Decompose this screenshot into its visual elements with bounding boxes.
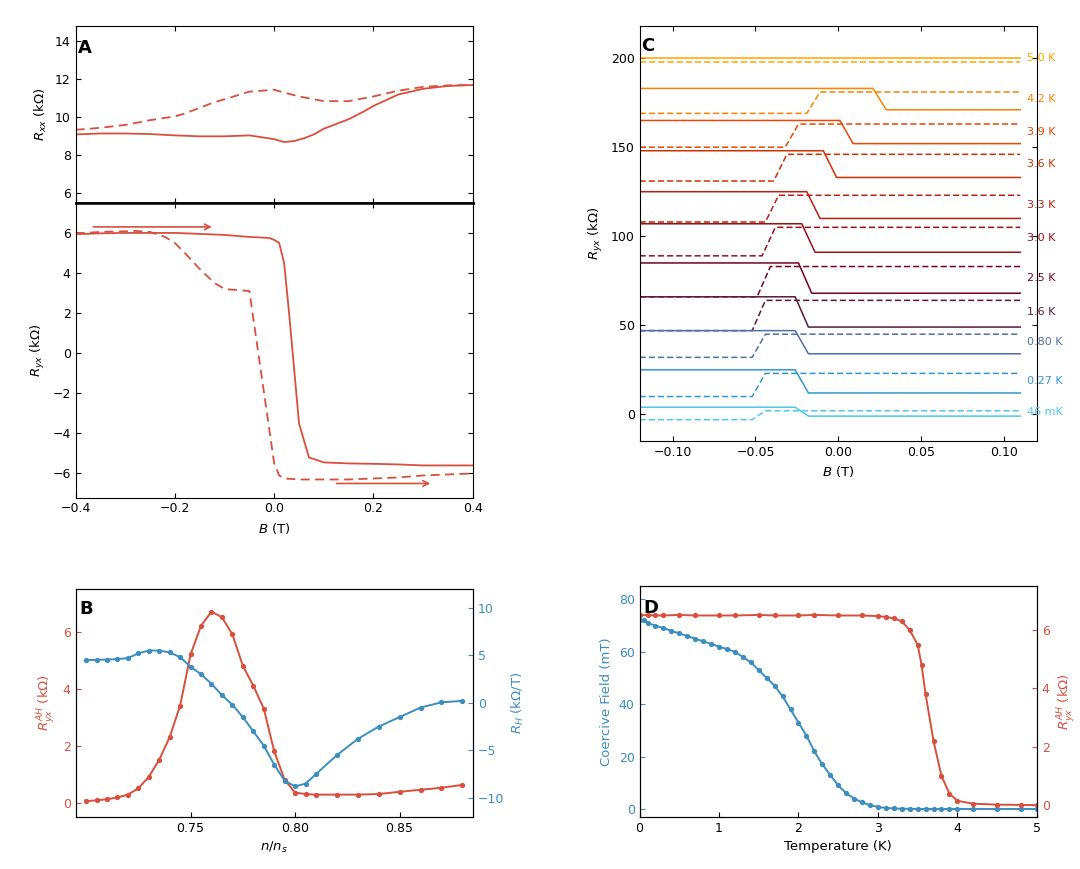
Text: D: D — [644, 600, 659, 617]
Text: 3.0 K: 3.0 K — [1027, 233, 1055, 243]
X-axis label: $B$ (T): $B$ (T) — [822, 464, 854, 480]
Text: 46 mK: 46 mK — [1027, 407, 1063, 416]
Y-axis label: $R_{yx}^{AH}$ (k$\Omega$): $R_{yx}^{AH}$ (k$\Omega$) — [1055, 673, 1077, 730]
Text: 3.9 K: 3.9 K — [1027, 127, 1055, 137]
Text: A: A — [78, 39, 92, 57]
Text: 1.6 K: 1.6 K — [1027, 307, 1055, 317]
Text: 3.6 K: 3.6 K — [1027, 159, 1055, 169]
Y-axis label: $R_{xx}$ (k$\Omega$): $R_{xx}$ (k$\Omega$) — [33, 88, 50, 142]
Text: 5.0 K: 5.0 K — [1027, 53, 1055, 63]
Y-axis label: $R_{yx}$ (k$\Omega$): $R_{yx}$ (k$\Omega$) — [588, 207, 605, 261]
Text: 0.27 K: 0.27 K — [1027, 376, 1063, 387]
Y-axis label: $R_H$ (k$\Omega$/T): $R_H$ (k$\Omega$/T) — [510, 672, 526, 734]
Y-axis label: $R_{yx}^{AH}$ (k$\Omega$): $R_{yx}^{AH}$ (k$\Omega$) — [36, 674, 57, 731]
Text: 4.2 K: 4.2 K — [1027, 94, 1055, 104]
Y-axis label: Coercive Field (mT): Coercive Field (mT) — [600, 637, 613, 766]
Text: 0.80 K: 0.80 K — [1027, 337, 1063, 348]
Text: B: B — [80, 600, 93, 618]
X-axis label: Temperature (K): Temperature (K) — [784, 840, 892, 853]
X-axis label: $B$ (T): $B$ (T) — [258, 521, 291, 536]
Y-axis label: $R_{yx}$ (k$\Omega$): $R_{yx}$ (k$\Omega$) — [29, 323, 46, 377]
X-axis label: $n/n_s$: $n/n_s$ — [260, 840, 288, 855]
Text: 3.3 K: 3.3 K — [1027, 200, 1055, 210]
Text: 2.5 K: 2.5 K — [1027, 273, 1055, 283]
Text: C: C — [642, 36, 654, 55]
